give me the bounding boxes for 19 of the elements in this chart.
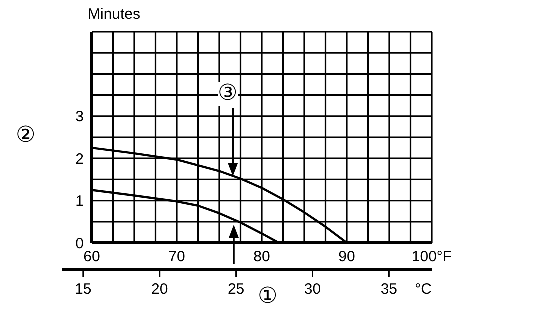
x2-tick-label: 25 — [228, 281, 245, 298]
y-tick-label: 2 — [76, 150, 84, 168]
x-tick-label: 80 — [254, 248, 270, 266]
x2-axis-title: °C — [415, 281, 432, 298]
x-tick-label: 70 — [168, 248, 186, 266]
x2-tick-label: 20 — [152, 281, 168, 298]
x2-tick-label: 30 — [304, 281, 322, 298]
annotation: ③ — [218, 81, 238, 106]
y-tick-label: 0 — [76, 235, 84, 252]
y-tick-label: 1 — [76, 193, 84, 210]
text: ① — [258, 284, 278, 309]
x2-tick-label: 35 — [380, 281, 398, 298]
y-axis-title: Minutes — [88, 6, 141, 23]
x2-tick-label: 15 — [75, 281, 92, 298]
x-tick-label: 60 — [84, 248, 100, 266]
x-tick-label: 100°F — [412, 248, 452, 266]
text: ② — [16, 123, 36, 148]
y-tick-label: 3 — [76, 108, 84, 126]
x-tick-label: 90 — [338, 248, 356, 266]
